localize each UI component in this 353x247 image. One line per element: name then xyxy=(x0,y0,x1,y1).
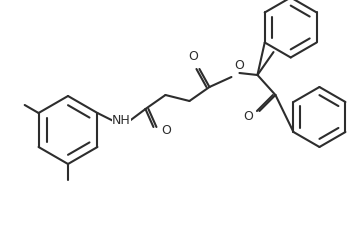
Text: O: O xyxy=(161,124,171,138)
Text: O: O xyxy=(234,59,244,72)
Text: NH: NH xyxy=(112,115,131,127)
Text: O: O xyxy=(189,50,198,63)
Text: O: O xyxy=(244,109,253,123)
